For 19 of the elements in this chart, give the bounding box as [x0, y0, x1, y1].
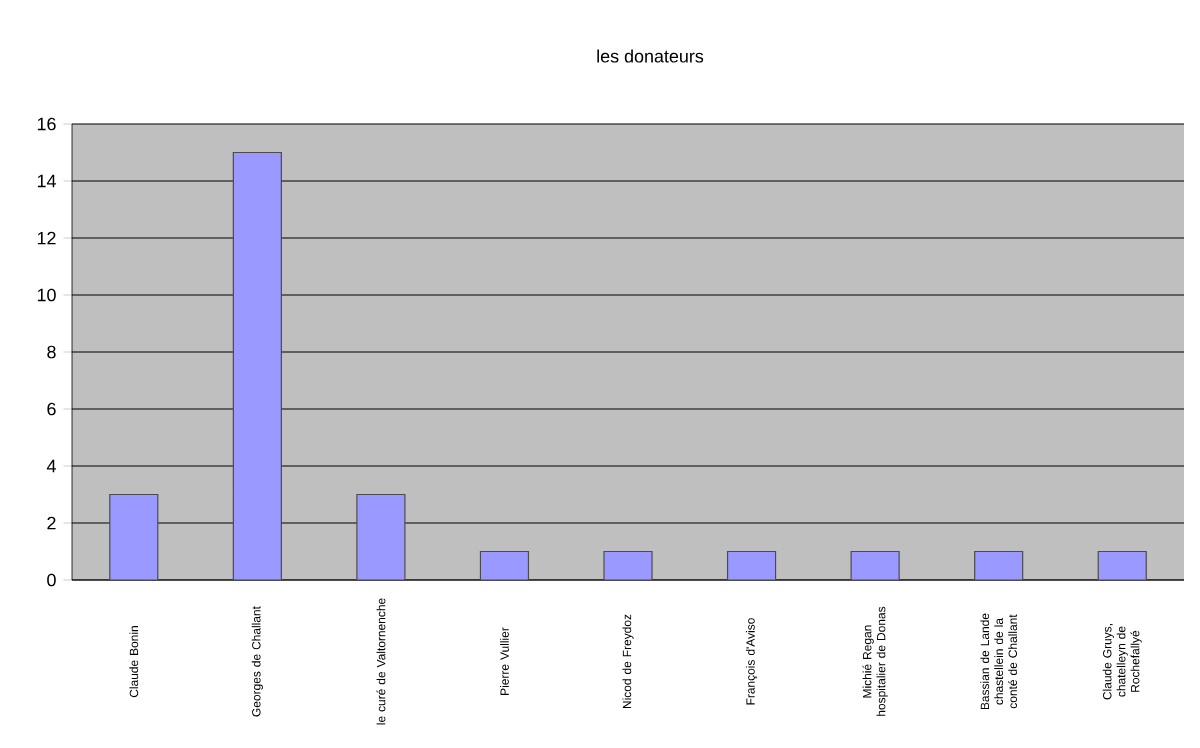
bar: [726, 550, 777, 580]
bar: [356, 493, 406, 580]
bar: [109, 493, 159, 580]
y-tick-label: 10: [37, 288, 56, 302]
y-tick-label: 2: [47, 516, 56, 530]
y-tick-label: 0: [47, 573, 56, 587]
chart-title: les donateurs: [597, 49, 704, 63]
y-tick-label: 6: [47, 402, 56, 416]
bar: [1097, 550, 1147, 580]
y-tick-label: 8: [47, 345, 56, 359]
bar: [479, 550, 530, 580]
y-tick-label: 14: [37, 174, 56, 188]
bar: [850, 550, 900, 580]
bar: [232, 151, 282, 580]
y-tick-label: 12: [37, 231, 56, 245]
bar: [974, 550, 1024, 580]
y-tick-label: 16: [37, 117, 56, 131]
y-tick-label: 4: [46, 459, 56, 473]
bar: [603, 550, 653, 580]
